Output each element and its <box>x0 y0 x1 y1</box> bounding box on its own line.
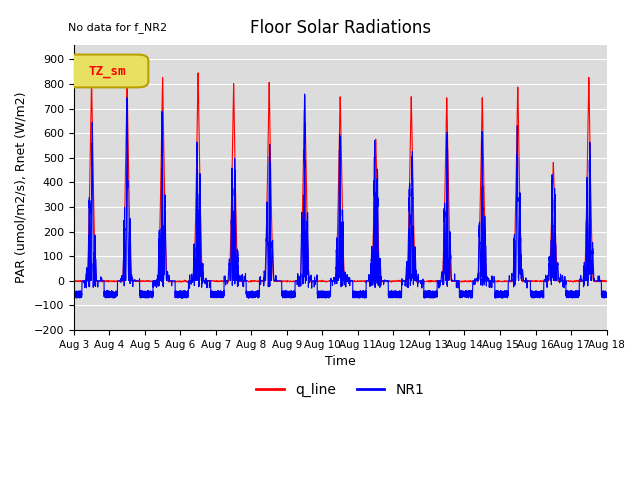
NR1 <box>251 295 259 300</box>
NR1 <box>603 294 611 300</box>
NR1 <box>460 290 467 296</box>
Legend: q_line, NR1: q_line, NR1 <box>250 378 430 403</box>
Text: No data for f_NR2: No data for f_NR2 <box>68 22 168 33</box>
NR1 <box>574 291 582 297</box>
q_line <box>184 279 191 285</box>
q_line <box>70 278 77 284</box>
Title: Floor Solar Radiations: Floor Solar Radiations <box>250 20 431 37</box>
Y-axis label: PAR (umol/m2/s), Rnet (W/m2): PAR (umol/m2/s), Rnet (W/m2) <box>15 92 28 283</box>
q_line <box>251 278 259 284</box>
q_line <box>474 269 482 275</box>
NR1 <box>474 265 482 271</box>
NR1 <box>322 291 330 297</box>
Line: q_line: q_line <box>74 73 607 282</box>
NR1 <box>301 91 308 97</box>
NR1 <box>580 260 588 265</box>
q_line <box>322 279 330 285</box>
X-axis label: Time: Time <box>324 355 356 368</box>
FancyBboxPatch shape <box>66 55 148 87</box>
q_line <box>195 70 202 76</box>
Line: NR1: NR1 <box>74 94 607 298</box>
NR1 <box>145 295 152 301</box>
q_line <box>580 277 588 283</box>
q_line <box>603 278 611 284</box>
q_line <box>460 278 467 284</box>
Text: TZ_sm: TZ_sm <box>88 65 126 78</box>
q_line <box>574 278 582 284</box>
NR1 <box>70 294 77 300</box>
